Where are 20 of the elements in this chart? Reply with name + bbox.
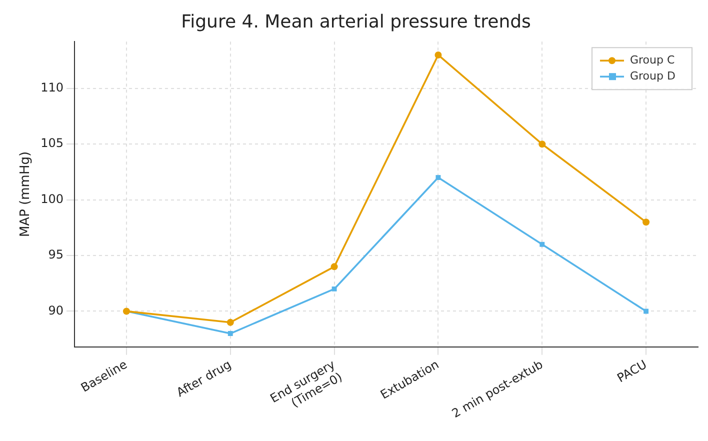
y-tick-label: 110 bbox=[40, 80, 64, 95]
y-tick-label: 95 bbox=[48, 248, 64, 262]
point bbox=[434, 51, 442, 58]
point bbox=[332, 286, 337, 292]
point bbox=[644, 308, 649, 314]
legend-label: Group C bbox=[630, 53, 675, 66]
point bbox=[228, 331, 233, 336]
x-tick-label: After drug bbox=[174, 357, 234, 400]
y-tick-label: 100 bbox=[40, 192, 64, 206]
y-axis-title: MAP (mmHg) bbox=[18, 151, 34, 238]
y-tick-label: 90 bbox=[48, 303, 64, 318]
point bbox=[538, 140, 546, 148]
point bbox=[436, 175, 441, 180]
point bbox=[540, 242, 545, 247]
point bbox=[330, 263, 338, 270]
chart-title: Figure 4. Mean arterial pressure trends bbox=[181, 11, 531, 32]
point bbox=[642, 218, 650, 226]
legend-label: Group D bbox=[630, 69, 676, 82]
point bbox=[226, 318, 234, 326]
y-tick-label: 105 bbox=[40, 136, 64, 150]
